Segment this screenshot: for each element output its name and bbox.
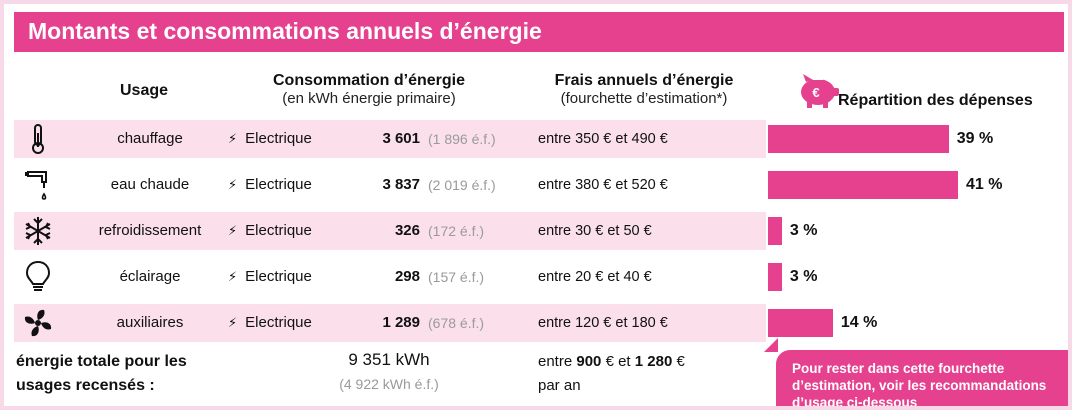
final-energy-value: (172 é.f.): [428, 223, 485, 239]
total-kwh: 9 351 kWh: [348, 350, 430, 369]
page-title: Montants et consommations annuels d’éner…: [28, 18, 542, 44]
title-bar: Montants et consommations annuels d’éner…: [14, 12, 1064, 52]
total-final-energy: (4 922 kWh é.f.): [339, 376, 439, 392]
share-bar: [768, 263, 782, 291]
consumption-value: 326: [394, 222, 420, 239]
energy-type: ⚡︎ Electrique: [228, 176, 312, 193]
cost-range: entre 350 € et 490 €: [538, 131, 668, 147]
callout-tail: [764, 338, 778, 352]
euro-symbol: €: [812, 85, 819, 100]
total-cost: entre 900 € et 1 280 € par an: [538, 353, 685, 394]
share-bar: [768, 309, 833, 337]
recommendation-callout: Pour rester dans cette fourchette d’esti…: [776, 350, 1068, 406]
fan-icon: [18, 304, 58, 342]
final-energy-value: (1 896 é.f.): [428, 131, 496, 147]
piggy-bank-icon: €: [801, 74, 839, 108]
share-bar: [768, 217, 782, 245]
bolt-icon: ⚡︎: [228, 223, 238, 238]
row-background: [14, 120, 766, 158]
energy-type: ⚡︎ Electrique: [228, 268, 312, 285]
usage-label: éclairage: [119, 268, 181, 285]
share-percent: 3 %: [789, 268, 818, 285]
share-percent: 41 %: [966, 176, 1003, 193]
share-percent: 14 %: [840, 314, 878, 331]
final-energy-value: (2 019 é.f.): [428, 177, 496, 193]
faucet-icon: [18, 166, 58, 204]
row-background: [14, 212, 766, 250]
energy-type: ⚡︎ Electrique: [228, 130, 312, 147]
share-bar: [768, 125, 949, 153]
energy-type: ⚡︎ Electrique: [228, 314, 312, 331]
header-usage: Usage: [119, 82, 169, 99]
header-frais: Frais annuels d’énergie (fourchette d’es…: [554, 72, 734, 107]
lightbulb-icon: [18, 258, 58, 296]
cost-range: entre 120 € et 180 €: [538, 315, 668, 331]
header-consommation: Consommation d’énergie (en kWh énergie p…: [272, 72, 466, 107]
share-percent: 3 %: [789, 222, 818, 239]
energy-type: ⚡︎ Electrique: [228, 222, 312, 239]
usage-label: refroidissement: [98, 222, 202, 239]
bolt-icon: ⚡︎: [228, 269, 238, 284]
thermometer-icon: [18, 120, 58, 158]
consumption-value: 298: [394, 268, 420, 285]
usage-label: chauffage: [117, 130, 183, 147]
consumption-value: 3 837: [382, 176, 420, 193]
bolt-icon: ⚡︎: [228, 131, 238, 146]
usage-label: eau chaude: [110, 176, 190, 193]
cost-range: entre 30 € et 50 €: [538, 223, 652, 239]
cost-range: entre 380 € et 520 €: [538, 177, 668, 193]
total-label: énergie totale pour les usages recensés …: [16, 353, 187, 394]
final-energy-value: (157 é.f.): [428, 269, 485, 285]
share-bar: [768, 171, 958, 199]
share-percent: 39 %: [956, 130, 994, 147]
usage-label: auxiliaires: [116, 314, 184, 331]
consumption-value: 1 289: [382, 314, 420, 331]
header-repartition: Répartition des dépenses: [838, 92, 1033, 109]
final-energy-value: (678 é.f.): [428, 315, 485, 331]
energy-panel: Montants et consommations annuels d’éner…: [4, 4, 1068, 406]
row-background: [14, 304, 766, 342]
bolt-icon: ⚡︎: [228, 177, 238, 192]
consumption-value: 3 601: [382, 130, 420, 147]
bolt-icon: ⚡︎: [228, 315, 238, 330]
snowflake-icon: [18, 212, 58, 250]
cost-range: entre 20 € et 40 €: [538, 269, 652, 285]
